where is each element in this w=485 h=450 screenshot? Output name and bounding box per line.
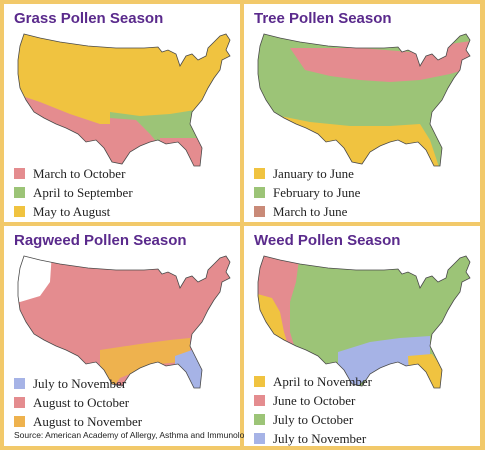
legend-label: March to June xyxy=(273,203,348,219)
legend-swatch xyxy=(254,206,265,217)
legend-item: April to September xyxy=(14,183,133,202)
tree-pollen-map xyxy=(257,33,471,167)
legend: January to June February to June March t… xyxy=(254,164,360,221)
legend-item: January to June xyxy=(254,164,360,183)
legend-label: May to August xyxy=(33,203,111,219)
ragweed-pollen-panel: Ragweed Pollen Season July to November A… xyxy=(4,226,253,446)
legend-swatch xyxy=(254,433,265,444)
legend-label: August to November xyxy=(33,413,143,429)
grass-pollen-map xyxy=(17,33,231,167)
legend-swatch xyxy=(254,168,265,179)
legend-swatch xyxy=(254,187,265,198)
legend-item: February to June xyxy=(254,183,360,202)
legend-label: July to November xyxy=(33,375,127,391)
ragweed-pollen-map xyxy=(17,255,231,389)
legend: March to October April to September May … xyxy=(14,164,133,221)
legend-item: August to October xyxy=(14,393,142,412)
legend-item: July to November xyxy=(14,374,142,393)
legend-label: August to October xyxy=(33,394,130,410)
panel-title: Tree Pollen Season xyxy=(254,10,392,27)
panel-title: Weed Pollen Season xyxy=(254,232,401,249)
legend: April to November June to October July t… xyxy=(254,372,372,448)
legend-swatch xyxy=(14,206,25,217)
legend-swatch xyxy=(254,376,265,387)
grass-pollen-panel: Grass Pollen Season March to October Apr… xyxy=(4,4,240,222)
legend-swatch xyxy=(254,395,265,406)
source-note: Source: American Academy of Allergy, Ast… xyxy=(14,430,254,440)
legend-item: March to June xyxy=(254,202,360,221)
legend-item: July to October xyxy=(254,410,372,429)
legend-item: August to November xyxy=(14,412,142,431)
legend-item: April to November xyxy=(254,372,372,391)
legend: July to November August to October Augus… xyxy=(14,374,142,431)
legend-item: July to November xyxy=(254,429,372,448)
legend-swatch xyxy=(14,416,25,427)
weed-pollen-map xyxy=(257,255,471,389)
legend-label: July to November xyxy=(273,430,367,446)
legend-label: January to June xyxy=(273,165,354,181)
legend-swatch xyxy=(14,378,25,389)
legend-swatch xyxy=(14,397,25,408)
legend-label: June to October xyxy=(273,392,356,408)
legend-swatch xyxy=(254,414,265,425)
weed-pollen-panel: Weed Pollen Season April to November Jun… xyxy=(244,226,480,446)
legend-swatch xyxy=(14,168,25,179)
panel-title: Ragweed Pollen Season xyxy=(14,232,187,249)
legend-label: March to October xyxy=(33,165,126,181)
legend-label: April to September xyxy=(33,184,133,200)
legend-item: June to October xyxy=(254,391,372,410)
legend-label: April to November xyxy=(273,373,372,389)
legend-label: July to October xyxy=(273,411,354,427)
panel-title: Grass Pollen Season xyxy=(14,10,164,27)
tree-pollen-panel: Tree Pollen Season January to June Febru… xyxy=(244,4,480,222)
legend-swatch xyxy=(14,187,25,198)
legend-item: March to October xyxy=(14,164,133,183)
legend-label: February to June xyxy=(273,184,361,200)
legend-item: May to August xyxy=(14,202,133,221)
